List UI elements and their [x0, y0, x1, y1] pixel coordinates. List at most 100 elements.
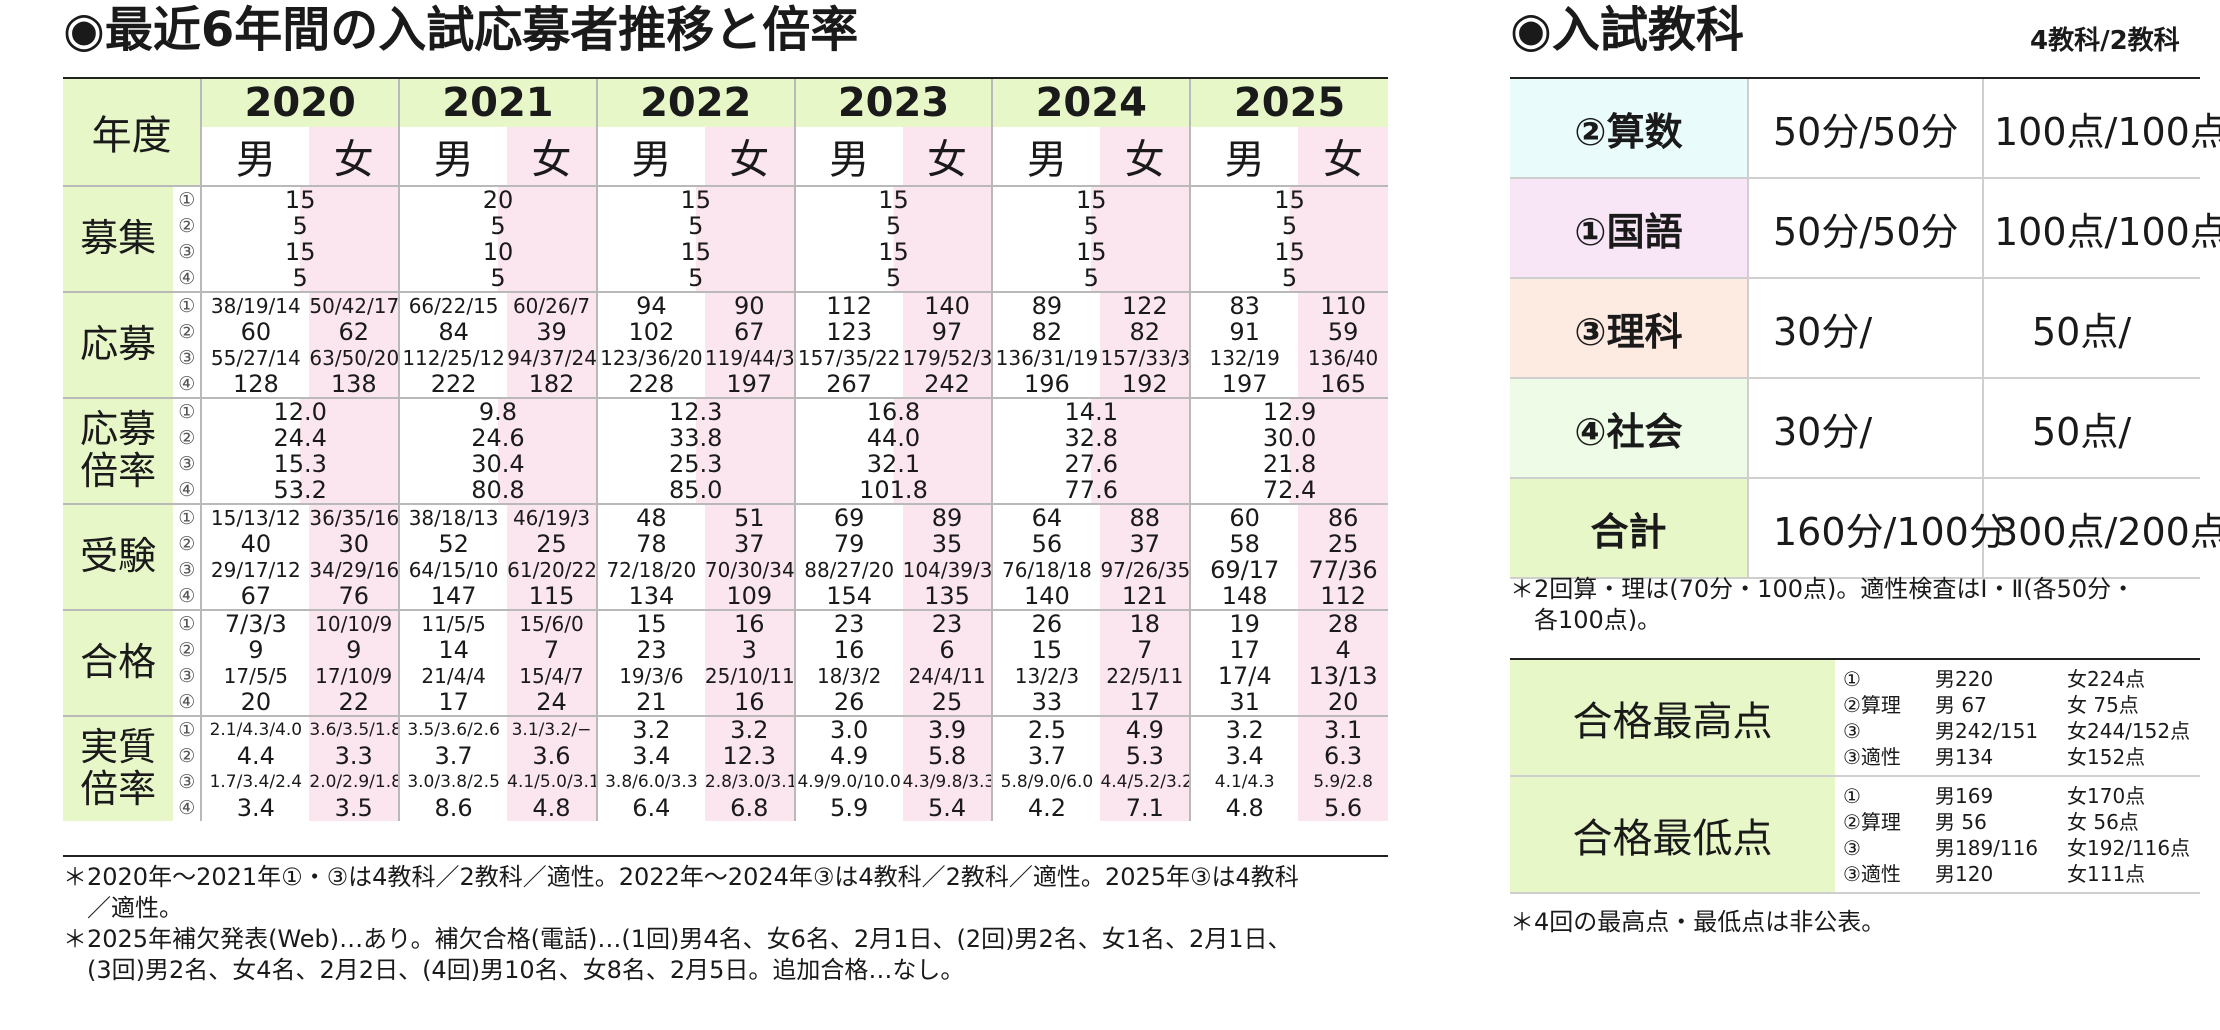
value-line: 5 [490, 212, 506, 240]
merged-cell: 12.9 30.0 21.8 72.4 [1189, 397, 1388, 504]
value-line: 112 [826, 292, 873, 320]
table-top-rule [63, 77, 1388, 79]
value-line: 84 [438, 318, 469, 346]
value-line: 121 [1121, 582, 1168, 610]
value-line: 25.3 [669, 450, 723, 478]
year-header-2023: 2023 [793, 79, 993, 127]
subject-row: ③理科 30分/ 50点/ [1510, 278, 2200, 379]
male-cell: 15 23 19/3/6 21 [595, 609, 705, 716]
male-header: 男 [793, 127, 903, 186]
value-line: 5 [688, 212, 704, 240]
year-header-2025: 2025 [1189, 79, 1388, 127]
value-line: 7 [543, 636, 560, 664]
value-line: 2.0/2.9/1.8 [309, 772, 400, 792]
value-line: 62 [338, 318, 369, 346]
value-line: 3.4 [236, 794, 275, 821]
value-line: 39 [536, 318, 567, 346]
value-line: 32.1 [866, 450, 921, 478]
value-line: 60 [240, 318, 272, 346]
value-line: 12.3 [669, 398, 723, 426]
value-line: 4.4/5.2/3.2 [1100, 772, 1191, 792]
passing-scores-table: 合格最高点 ① 男220 女224点 ②算理男 67 女 75点 ③ 男242/151 女244… [1510, 660, 2200, 894]
value-line: 6.4 [632, 794, 671, 821]
male-cell: 69 79 88/27/20 154 [793, 503, 903, 610]
value-line: 63/50/20 [309, 346, 400, 370]
value-line: 88/27/20 [804, 558, 895, 582]
male-header: 男 [1189, 127, 1299, 186]
value-line: 67 [240, 582, 272, 610]
value-line: 7 [1137, 636, 1153, 664]
value-line: 7/3/3 [224, 610, 287, 638]
male-cell: 66/22/15 84 112/25/12 222 [398, 291, 508, 398]
value-line: 33.8 [669, 424, 723, 452]
value-line: 197 [726, 370, 773, 398]
value-line: 22 [338, 688, 369, 716]
male-cell: 38/18/13 52 64/15/10 147 [398, 503, 508, 610]
value-line: 4.8 [1225, 794, 1264, 821]
subject-row: 合計 160分/100分 300点/200点 [1510, 478, 2220, 579]
value-line: 7.1 [1125, 794, 1164, 821]
male-cell: 2.5 3.7 5.8/9.0/6.0 4.2 [991, 715, 1101, 821]
value-line: 165 [1320, 370, 1366, 398]
value-line: 16 [733, 610, 765, 638]
value-line: 15 [284, 238, 316, 266]
value-line: 15 [878, 186, 909, 214]
value-line: 138 [330, 370, 377, 398]
value-line: 6 [939, 636, 955, 664]
value-line: 20 [1327, 688, 1359, 716]
score-line: ③適性 男134 女152点 [1843, 744, 2146, 769]
value-line: 4.1/5.0/3.1 [507, 772, 597, 792]
value-line: 9 [346, 636, 362, 664]
value-line: 72/18/20 [606, 558, 697, 582]
value-line: 4 [1335, 636, 1351, 664]
value-line: 78 [636, 530, 667, 558]
value-line: 4.4 [236, 742, 275, 770]
value-line: 3.9 [927, 716, 967, 744]
year-header-2022: 2022 [595, 79, 795, 127]
subject-points: 50点/ [1982, 378, 2200, 479]
value-line: 197 [1221, 370, 1268, 398]
score-row: 合格最低点 ① 男169 女170点 ②算理男 56 女 56点 ③ 男189/116 女192… [1510, 776, 2200, 894]
row-5: 実質 倍率 ① ② ③ ④ 2.1/4.3/4.0 4.4 1.7/3.4/2.4 3.4 3.6/… [63, 715, 1388, 821]
value-line: 25 [1327, 530, 1359, 558]
row-label: 応募 倍率 [63, 397, 174, 504]
female-header: 女 [507, 127, 597, 186]
header-year-row: 年度 2020 2021 2022 2023 2024 2025 [63, 79, 1388, 186]
value-line: 17 [438, 688, 469, 716]
value-line: 5.9 [830, 794, 869, 821]
value-line: 25 [536, 530, 567, 558]
value-line: 69/17 [1210, 556, 1280, 584]
male-cell: 60 58 69/17 148 [1189, 503, 1299, 610]
row-label: 募集 [63, 185, 174, 292]
value-line: 23 [931, 610, 963, 638]
value-line: 26 [833, 688, 865, 716]
value-line: 18 [1129, 610, 1161, 638]
value-line: 3.2 [632, 716, 671, 744]
score-line: ②算理男 67 女 75点 [1843, 692, 2139, 717]
value-line: 122 [1121, 292, 1168, 320]
value-line: 5 [292, 264, 308, 292]
value-line: 12.9 [1262, 398, 1317, 426]
value-line: 136/31/19 [995, 346, 1099, 370]
value-line: 8.6 [434, 794, 473, 821]
value-line: 22/5/11 [1106, 664, 1184, 688]
value-line: 16 [833, 636, 865, 664]
female-cell: 18 7 22/5/11 17 [1100, 609, 1191, 716]
value-line: 36/35/16 [309, 506, 400, 530]
value-line: 3.0/3.8/2.5 [407, 772, 500, 792]
value-line: 5.9/2.8 [1313, 772, 1373, 792]
value-line: 53.2 [273, 476, 327, 504]
value-line: 179/52/36 [902, 346, 993, 370]
value-line: 9 [248, 636, 264, 664]
value-line: 136/40 [1307, 346, 1379, 370]
value-line: 134 [628, 582, 675, 610]
value-line: 4.2 [1027, 794, 1066, 821]
value-line: 77.6 [1064, 476, 1118, 504]
value-line: 3.8/6.0/3.3 [605, 772, 698, 792]
merged-cell: 15 5 15 5 [793, 185, 993, 292]
value-line: 5 [1083, 264, 1099, 292]
value-line: 15 [1075, 186, 1107, 214]
female-header: 女 [309, 127, 400, 186]
